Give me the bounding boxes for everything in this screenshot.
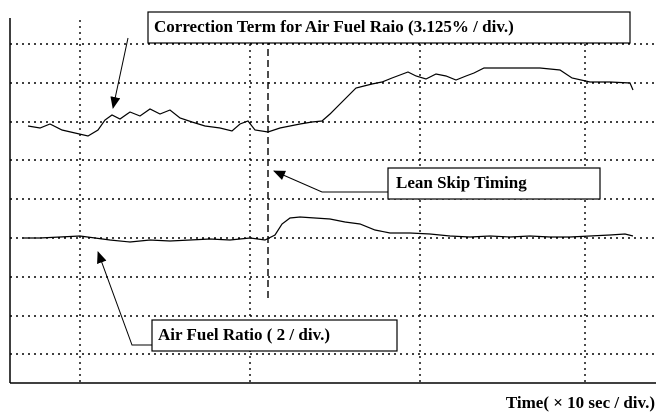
afr-label-box <box>151 319 398 352</box>
lean-skip-label: Lean Skip Timing <box>396 173 527 192</box>
lean-skip-arrow <box>273 170 388 193</box>
afr-label: Air Fuel Ratio ( 2 / div.) <box>158 325 330 344</box>
afr-trace <box>22 216 634 243</box>
correction-arrow <box>110 37 129 109</box>
lean-skip-box <box>387 167 601 200</box>
correction-trace <box>27 67 634 137</box>
correction-label: Correction Term for Air Fuel Raio (3.125… <box>154 17 514 36</box>
axes <box>9 18 656 384</box>
afr-arrow <box>97 251 152 346</box>
time-axis-label: Time( × 10 sec / div.) <box>506 393 655 412</box>
correction-label-box <box>147 11 631 44</box>
